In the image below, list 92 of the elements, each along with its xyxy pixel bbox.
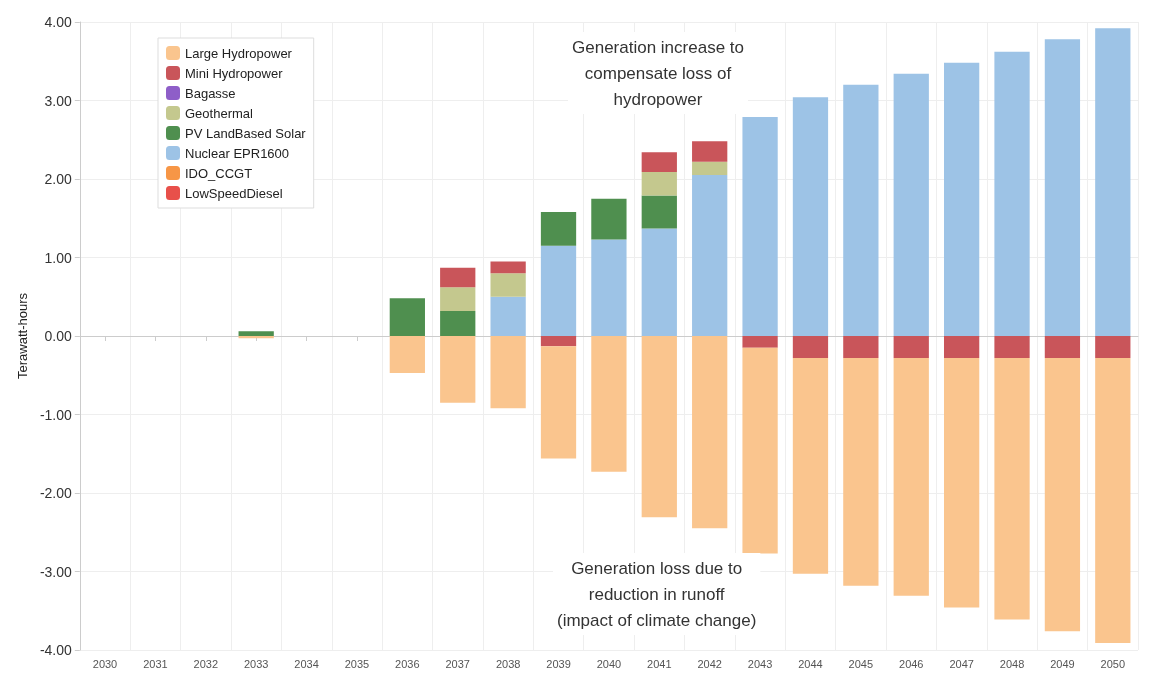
x-tick-label: 2042: [697, 657, 722, 670]
y-tick-label: -2.00: [39, 485, 73, 501]
bar: [742, 347, 778, 554]
bar: [490, 273, 526, 297]
legend-label: Mini Hydropower: [185, 65, 284, 81]
legend-label: PV LandBased Solar: [185, 125, 307, 141]
x-tick-label: 2039: [546, 657, 571, 670]
bar: [994, 357, 1030, 620]
bar: [893, 336, 929, 358]
annotation: Generation increase to compensate loss of hydropower: [572, 37, 744, 109]
bar: [641, 195, 677, 229]
x-tick-label: 2030: [92, 657, 118, 670]
bar: [843, 357, 879, 586]
bar: [440, 267, 476, 288]
bar: [490, 261, 526, 274]
bar: [641, 336, 677, 518]
bar: [893, 357, 929, 596]
bar: [944, 336, 980, 358]
bar: [591, 336, 627, 472]
x-tick-label: 2037: [445, 657, 470, 670]
bar: [1095, 336, 1131, 358]
x-tick-label: 2038: [495, 657, 521, 670]
y-tick-label: 0.00: [44, 328, 73, 344]
annotation: Generation loss due to reduction in runoff (impact of climate change): [556, 558, 757, 630]
x-tick-label: 2040: [596, 657, 622, 670]
bar: [1095, 357, 1131, 643]
bar: [792, 336, 829, 358]
bar: [1044, 39, 1081, 336]
x-tick-label: 2044: [798, 657, 823, 670]
bar: [540, 211, 577, 246]
bar: [994, 51, 1030, 336]
y-tick-label: 2.00: [44, 171, 73, 187]
bar: [994, 336, 1030, 358]
x-tick-label: 2033: [243, 657, 269, 670]
x-tick-label: 2035: [344, 657, 370, 670]
legend-label: Geothermal: [185, 105, 254, 121]
y-tick-label: 1.00: [44, 249, 73, 266]
x-tick-label: 2045: [848, 657, 874, 670]
x-tick-label: 2036: [395, 657, 420, 670]
bar: [742, 336, 778, 348]
y-tick-label: -1.00: [39, 406, 73, 423]
bar: [389, 298, 425, 336]
legend-label: Nuclear EPR1600: [185, 145, 290, 161]
bar: [641, 228, 677, 336]
bar: [591, 198, 627, 240]
x-tick-label: 2047: [949, 657, 974, 670]
bar: [944, 62, 980, 336]
y-tick-label: -3.00: [39, 563, 73, 580]
legend-label: LowSpeedDiesel: [185, 185, 283, 201]
legend-label: Large Hydropower: [185, 45, 293, 61]
bar: [641, 152, 677, 172]
bar: [1044, 336, 1081, 358]
bar: [389, 336, 425, 373]
bar: [893, 73, 929, 336]
bar: [692, 141, 728, 162]
bar: [490, 336, 526, 409]
bar: [591, 239, 627, 336]
bar: [540, 346, 577, 459]
legend-label: IDO_CCGT: [185, 165, 253, 181]
bar: [440, 310, 476, 336]
x-tick-label: 2049: [1050, 657, 1075, 670]
legend-label: Bagasse: [185, 85, 236, 101]
x-tick-label: 2041: [647, 657, 672, 670]
x-tick-label: 2050: [1100, 657, 1126, 670]
bar: [692, 336, 728, 529]
bar: [742, 116, 778, 336]
x-tick-label: 2032: [193, 657, 219, 670]
bar: [792, 97, 829, 336]
bar: [1095, 28, 1131, 336]
x-tick-label: 2046: [899, 657, 924, 670]
y-axis-title: Terawatt-hours: [15, 292, 30, 379]
y-tick-label: -4.00: [39, 642, 73, 658]
bar: [540, 336, 577, 347]
bar: [843, 336, 879, 358]
bar: [238, 331, 274, 336]
bar: [490, 296, 526, 336]
bar: [843, 84, 879, 336]
x-tick-label: 2048: [999, 657, 1025, 670]
bar: [692, 175, 728, 336]
y-tick-label: 4.00: [44, 14, 73, 30]
y-tick-label: 3.00: [44, 92, 73, 109]
bar: [641, 171, 677, 196]
bar: [440, 287, 476, 311]
bar: [540, 245, 577, 336]
x-tick-label: 2043: [747, 657, 773, 670]
bar: [692, 161, 728, 176]
bar: [944, 357, 980, 608]
bar: [1044, 357, 1081, 632]
bar: [792, 357, 829, 574]
x-tick-label: 2031: [143, 657, 168, 670]
bar: [440, 336, 476, 403]
x-tick-label: 2034: [294, 657, 319, 670]
